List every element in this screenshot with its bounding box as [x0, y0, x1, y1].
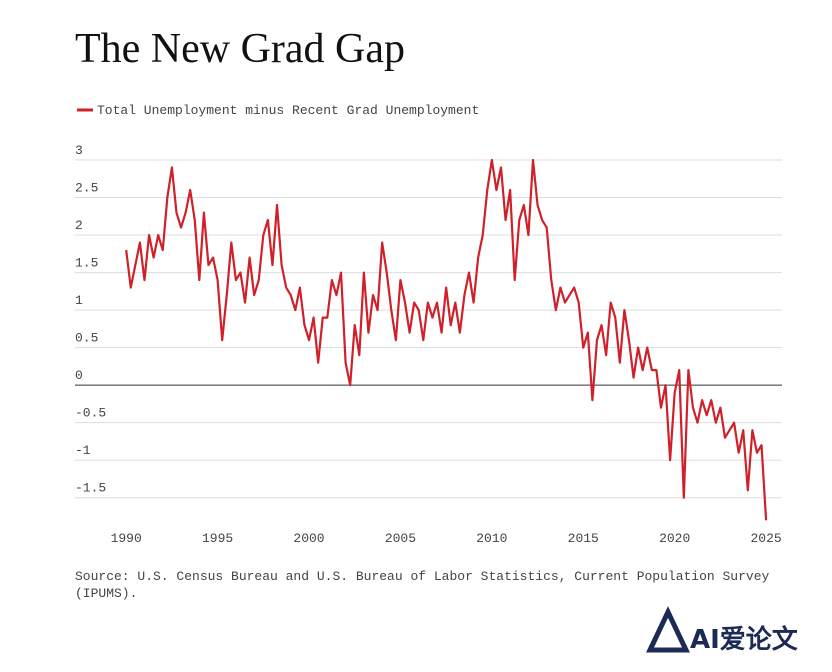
y-tick-label: -1.5	[75, 481, 106, 496]
y-tick-label: 2.5	[75, 181, 98, 196]
watermark-logo	[646, 606, 690, 653]
x-tick-label: 2005	[385, 531, 416, 546]
y-tick-label: 3	[75, 143, 83, 158]
chart-title: The New Grad Gap	[75, 26, 405, 72]
y-tick-label: 1	[75, 293, 83, 308]
y-tick-label: -1	[75, 443, 91, 458]
y-tick-label: 0	[75, 368, 83, 383]
source-note: Source: U.S. Census Bureau and U.S. Bure…	[75, 569, 770, 601]
x-tick-label: 2025	[750, 531, 781, 546]
x-tick-label: 2000	[293, 531, 324, 546]
watermark-text: AI爱论文	[690, 624, 799, 655]
y-tick-label: 2	[75, 218, 83, 233]
x-tick-label: 2020	[659, 531, 690, 546]
data-line	[125, 158, 768, 521]
watermark: AI爱论文	[646, 606, 799, 655]
y-tick-label: 1.5	[75, 256, 98, 271]
legend-label: Total Unemployment minus Recent Grad Une…	[97, 103, 479, 118]
x-tick-label: 2015	[568, 531, 599, 546]
x-tick-label: 1990	[111, 531, 142, 546]
y-tick-label: 0.5	[75, 331, 98, 346]
x-tick-label: 1995	[202, 531, 233, 546]
x-tick-label: 2010	[476, 531, 507, 546]
y-tick-label: -0.5	[75, 406, 106, 421]
